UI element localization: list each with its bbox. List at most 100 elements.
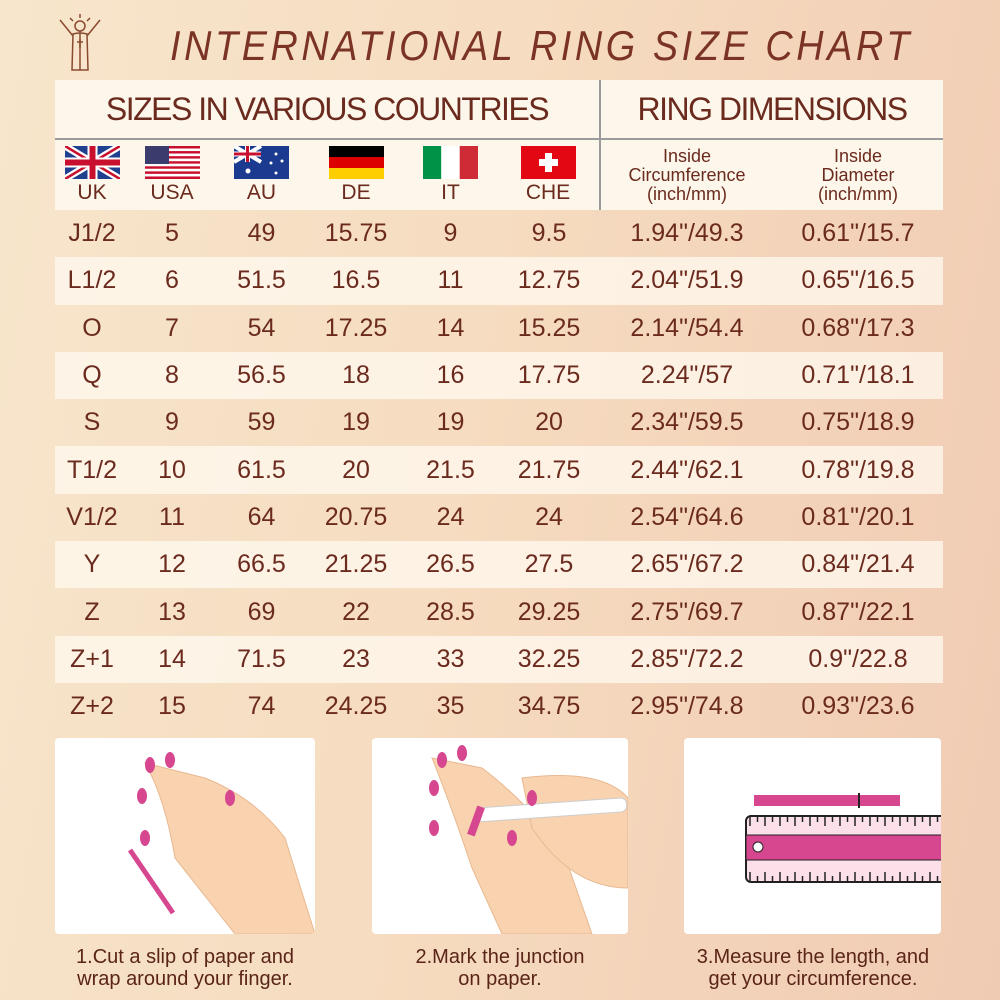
table-cell: 2.24"/57: [640, 361, 734, 390]
table-cell: 0.93"/23.6: [801, 692, 915, 721]
ring-size-table: SIZES IN VARIOUS COUNTRIES RING DIMENSIO…: [55, 80, 943, 730]
table-cell: 5: [165, 219, 179, 248]
circumference-header: Inside Circumference (inch/mm): [628, 145, 746, 204]
uk-flag-icon: [64, 145, 120, 179]
table-cell: 0.75"/18.9: [801, 408, 915, 437]
table-cell: 54: [247, 313, 276, 342]
table-cell: 11: [437, 266, 464, 295]
table-row: T1/2 10 61.5 20 21.5 21.75 2.44"/62.1 0.78"/19.…: [55, 446, 943, 494]
table-cell: 0.65"/16.5: [801, 266, 915, 295]
step-2-caption: 2.Mark the junction on paper.: [415, 946, 585, 990]
table-cell: 28.5: [426, 597, 475, 626]
country-code: IT: [441, 180, 460, 204]
table-cell: 26.5: [426, 550, 475, 579]
table-cell: 23: [342, 644, 370, 673]
dimensions-header: RING DIMENSIONS: [637, 90, 908, 127]
table-row: Z+1 14 71.5 23 33 32.25 2.85"/72.2 0.9"/22.8: [55, 635, 943, 683]
table-cell: 34.75: [517, 692, 581, 721]
table-row: Z 13 69 22 28.5 29.25 2.75"/69.7 0.87"/22.1: [55, 588, 943, 635]
table-row: O 7 54 17.25 14 15.25 2.14"/54.4 0.68"/17.3: [55, 305, 943, 352]
country-au: AU: [215, 140, 308, 210]
table-cell: Z+2: [70, 692, 114, 721]
table-cell: 21.75: [517, 455, 581, 484]
step-3-caption: 3.Measure the length, and get your circum…: [696, 946, 930, 990]
table-cell: 2.54"/64.6: [630, 502, 744, 531]
table-cell: Z: [84, 597, 100, 626]
table-cell: 20: [535, 408, 563, 437]
table-row: V1/2 11 64 20.75 24 24 2.54"/64.6 0.81"/20.1: [55, 494, 943, 541]
table-cell: 0.68"/17.3: [801, 313, 915, 342]
country-code: USA: [150, 180, 194, 204]
table-cell: 19: [436, 408, 465, 437]
table-cell: 17.25: [324, 313, 388, 342]
table-cell: 1.94"/49.3: [630, 219, 744, 248]
table-cell: 24: [436, 502, 465, 531]
table-cell: 10: [158, 455, 186, 484]
table-cell: 12: [158, 550, 186, 579]
table-cell: J1/2: [68, 219, 116, 248]
table-cell: S: [83, 408, 101, 437]
country-che: CHE: [497, 140, 601, 210]
table-cell: 12.75: [517, 266, 581, 295]
table-cell: 66.5: [237, 550, 286, 579]
country-de: DE: [308, 140, 404, 210]
it-flag-icon: [423, 145, 478, 179]
table-cell: 22: [342, 597, 370, 626]
page-title: INTERNATIONAL RING SIZE CHART: [170, 22, 913, 69]
table-cell: Q: [82, 361, 102, 390]
de-flag-icon: [328, 145, 384, 179]
che-flag-icon: [520, 145, 576, 179]
table-cell: 2.14"/54.4: [630, 313, 744, 342]
table-cell: 61.5: [237, 455, 286, 484]
table-cell: 8: [165, 361, 179, 390]
table-row: J1/2 5 49 15.75 9 9.5 1.94"/49.3 0.61"/15.7: [55, 210, 943, 257]
logo-icon: [59, 14, 101, 71]
table-cell: 6: [165, 266, 179, 295]
table-cell: 24.25: [324, 692, 388, 721]
table-cell: T1/2: [66, 455, 118, 484]
table-row: S 9 59 19 19 20 2.34"/59.5 0.75"/18.9: [55, 399, 943, 446]
table-row: Q 8 56.5 18 16 17.75 2.24"/57 0.71"/18.1: [55, 351, 943, 400]
table-cell: 0.87"/22.1: [801, 597, 915, 626]
table-cell: O: [82, 313, 102, 342]
table-cell: 2.75"/69.7: [630, 597, 744, 626]
table-cell: 27.5: [524, 550, 574, 579]
table-cell: 56.5: [237, 361, 286, 390]
table-cell: 24: [535, 502, 563, 531]
table-cell: 0.61"/15.7: [801, 219, 915, 248]
step-3-illustration: [684, 738, 941, 934]
table-cell: 69: [247, 597, 276, 626]
table-cell: V1/2: [66, 502, 118, 531]
table-cell: 71.5: [237, 644, 286, 673]
table-cell: 14: [436, 313, 465, 342]
table-cell: 32.25: [517, 644, 581, 673]
table-cell: 15.75: [324, 219, 388, 248]
table-cell: 15.25: [517, 313, 581, 342]
table-cell: 35: [436, 692, 465, 721]
table-row: L1/2 6 51.5 16.5 11 12.75 2.04"/51.9 0.65"/16.5: [55, 257, 943, 305]
table-cell: 21.25: [324, 550, 388, 579]
table-cell: 9: [443, 219, 458, 248]
table-cell: 14: [158, 644, 186, 673]
country-code: DE: [341, 180, 371, 204]
table-cell: 19: [342, 408, 370, 437]
country-usa: USA: [129, 140, 215, 210]
step-1-caption: 1.Cut a slip of paper and wrap around you…: [76, 946, 294, 990]
table-cell: 13: [158, 597, 186, 626]
table-cell: L1/2: [67, 266, 117, 295]
diameter-header: Inside Diameter (inch/mm): [818, 145, 898, 204]
step-1-illustration: [55, 738, 315, 934]
table-cell: 20.75: [324, 502, 388, 531]
table-cell: 9.5: [531, 219, 567, 248]
table-cell: 2.65"/67.2: [630, 550, 744, 579]
table-cell: 74: [247, 692, 276, 721]
usa-flag-icon: [144, 145, 200, 179]
table-cell: 7: [165, 313, 179, 342]
au-flag-icon: [234, 145, 289, 179]
sizes-header: SIZES IN VARIOUS COUNTRIES: [55, 80, 601, 138]
table-cell: 0.84"/21.4: [801, 550, 915, 579]
table-cell: Y: [83, 550, 101, 579]
table-cell: 2.95"/74.8: [630, 692, 744, 721]
table-cell: 0.9"/22.8: [808, 644, 908, 673]
table-cell: 59: [247, 408, 276, 437]
